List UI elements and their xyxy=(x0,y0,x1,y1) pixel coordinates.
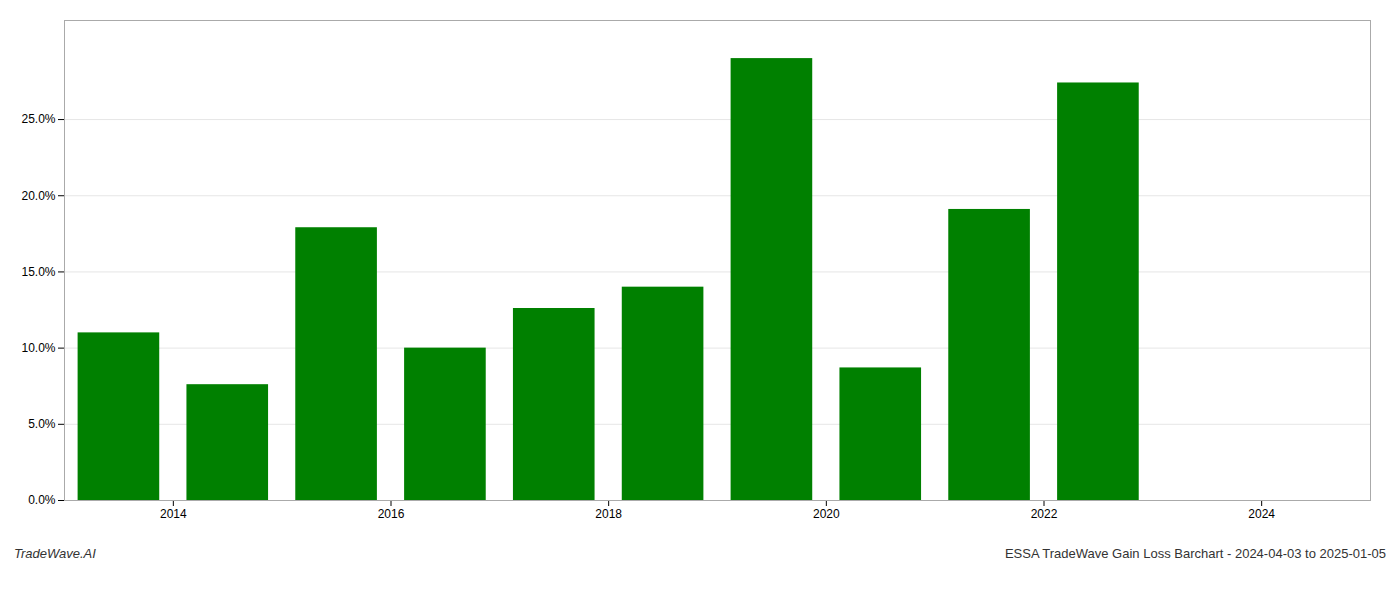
svg-text:25.0%: 25.0% xyxy=(21,112,55,126)
html-text:TradeWave.AI: TradeWave.AI xyxy=(14,546,96,561)
svg-text:0.0%: 0.0% xyxy=(28,493,56,507)
svg-text:2018: 2018 xyxy=(595,507,622,521)
svg-text:15.0%: 15.0% xyxy=(21,265,55,279)
svg-text:5.0%: 5.0% xyxy=(28,417,56,431)
svg-text:10.0%: 10.0% xyxy=(21,341,55,355)
svg-text:20.0%: 20.0% xyxy=(21,189,55,203)
svg-text:2014: 2014 xyxy=(160,507,187,521)
html-text:ESSA TradeWave Gain Loss Barch: ESSA TradeWave Gain Loss Barchart - 2024… xyxy=(1004,546,1386,561)
svg-text:2016: 2016 xyxy=(378,507,405,521)
svg-text:2022: 2022 xyxy=(1031,507,1058,521)
svg-text:2020: 2020 xyxy=(813,507,840,521)
svg-text:2024: 2024 xyxy=(1248,507,1275,521)
